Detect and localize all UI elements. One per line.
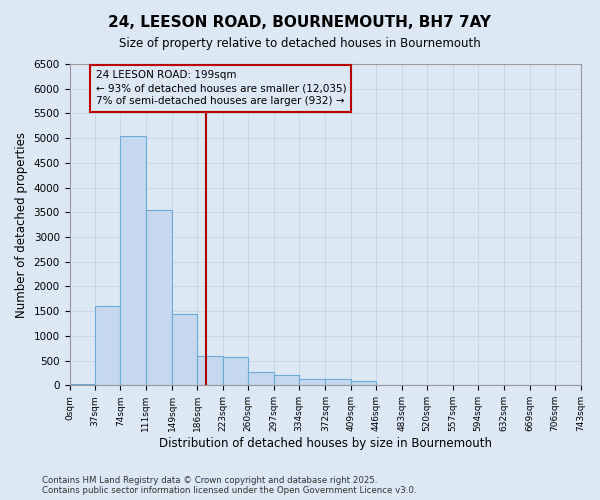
Bar xyxy=(248,372,274,386)
Bar xyxy=(70,384,95,386)
X-axis label: Distribution of detached houses by size in Bournemouth: Distribution of detached houses by size … xyxy=(158,437,491,450)
Bar xyxy=(299,379,325,386)
Bar xyxy=(325,379,351,386)
Bar xyxy=(172,314,197,386)
Bar xyxy=(274,376,299,386)
Bar xyxy=(197,356,223,386)
Text: Size of property relative to detached houses in Bournemouth: Size of property relative to detached ho… xyxy=(119,38,481,51)
Bar xyxy=(121,136,146,386)
Text: Contains HM Land Registry data © Crown copyright and database right 2025.
Contai: Contains HM Land Registry data © Crown c… xyxy=(42,476,416,495)
Bar xyxy=(351,382,376,386)
Bar xyxy=(223,356,248,386)
Text: 24, LEESON ROAD, BOURNEMOUTH, BH7 7AY: 24, LEESON ROAD, BOURNEMOUTH, BH7 7AY xyxy=(109,15,491,30)
Bar xyxy=(146,210,172,386)
Bar xyxy=(95,306,121,386)
Y-axis label: Number of detached properties: Number of detached properties xyxy=(15,132,28,318)
Text: 24 LEESON ROAD: 199sqm
← 93% of detached houses are smaller (12,035)
7% of semi-: 24 LEESON ROAD: 199sqm ← 93% of detached… xyxy=(95,70,346,106)
